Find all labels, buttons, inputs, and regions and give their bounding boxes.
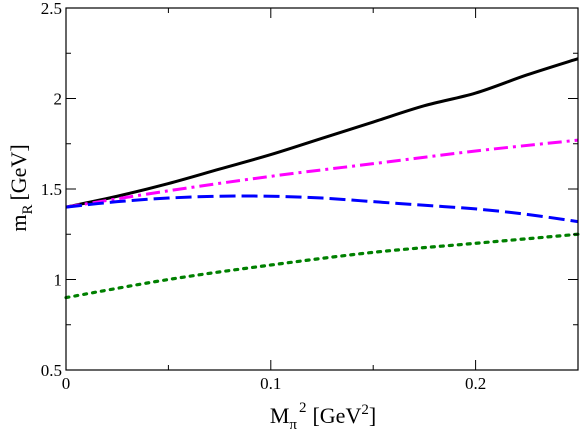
y-tick-label: 2.5	[41, 0, 62, 18]
y-tick-label: 1.5	[41, 180, 62, 199]
series-line-dash-dot	[65, 138, 579, 209]
axis-ticks	[65, 7, 579, 371]
x-axis-label: Mπ2 [GeV2]	[270, 400, 376, 433]
x-tick-label: 0.1	[260, 374, 281, 393]
y-tick-label: 0.5	[41, 361, 62, 380]
x-tick-label: 0.2	[465, 374, 486, 393]
series-line-dashed	[65, 194, 579, 224]
series-line-solid	[65, 57, 579, 209]
series-line-dotted	[64, 232, 580, 300]
series-lines	[64, 57, 580, 300]
x-tick-label: 0	[62, 374, 71, 393]
y-axis-label: mR[GeV]	[6, 144, 36, 231]
y-tick-label: 1	[54, 271, 63, 290]
y-tick-label: 2	[54, 90, 63, 109]
tick-labels: 0 0.1 0.2 0.5 1 1.5 2 2.5	[41, 0, 486, 393]
